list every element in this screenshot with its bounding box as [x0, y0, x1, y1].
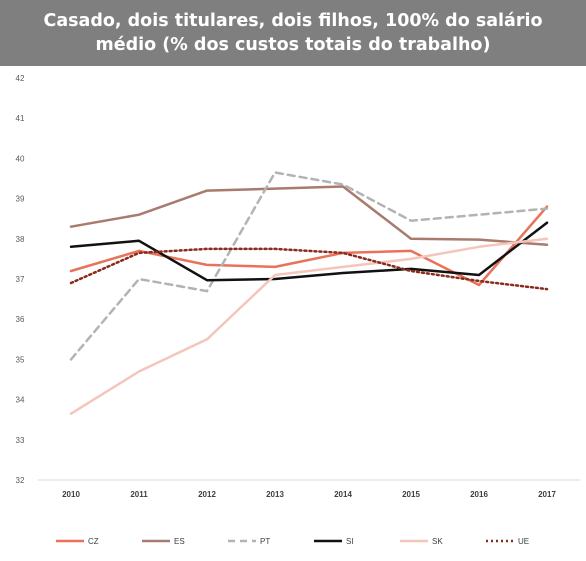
x-tick-label: 2013 [266, 490, 284, 499]
series-lines [69, 171, 549, 415]
y-tick-label: 37 [16, 275, 25, 284]
series-line-ue [69, 247, 549, 291]
series-line-es [69, 185, 549, 247]
x-tick-label: 2012 [198, 490, 216, 499]
y-axis: 32 33 34 35 36 37 38 39 40 41 42 [16, 74, 25, 485]
legend-label-pt: PT [260, 537, 270, 546]
x-tick-label: 2011 [130, 490, 148, 499]
x-axis: 2010 2011 2012 2013 2014 2015 2016 2017 [62, 490, 556, 499]
legend-label-si: SI [346, 537, 354, 546]
x-tick-label: 2015 [402, 490, 420, 499]
y-tick-label: 32 [16, 476, 25, 485]
legend-label-es: ES [174, 537, 185, 546]
series-line-pt [69, 171, 549, 361]
x-tick-label: 2014 [334, 490, 352, 499]
legend-label-cz: CZ [88, 537, 99, 546]
legend: CZ ES PT SI SK UE [56, 537, 529, 546]
y-tick-label: 39 [16, 195, 25, 204]
series-line-si [69, 221, 549, 282]
series-line-cz [69, 205, 549, 287]
y-tick-label: 33 [16, 436, 25, 445]
legend-label-ue: UE [518, 537, 529, 546]
series-line-sk [69, 237, 549, 415]
y-tick-label: 38 [16, 235, 25, 244]
y-tick-label: 35 [16, 355, 25, 364]
y-tick-label: 34 [16, 396, 25, 405]
y-tick-label: 36 [16, 315, 25, 324]
chart-title: Casado, dois titulares, dois filhos, 100… [43, 11, 543, 55]
y-tick-label: 41 [16, 114, 25, 123]
x-tick-label: 2016 [470, 490, 488, 499]
x-tick-label: 2017 [538, 490, 556, 499]
x-tick-label: 2010 [62, 490, 80, 499]
legend-label-sk: SK [432, 537, 443, 546]
y-tick-label: 40 [16, 154, 25, 163]
y-tick-label: 42 [16, 74, 25, 83]
chart-title-banner: Casado, dois titulares, dois filhos, 100… [0, 0, 586, 66]
